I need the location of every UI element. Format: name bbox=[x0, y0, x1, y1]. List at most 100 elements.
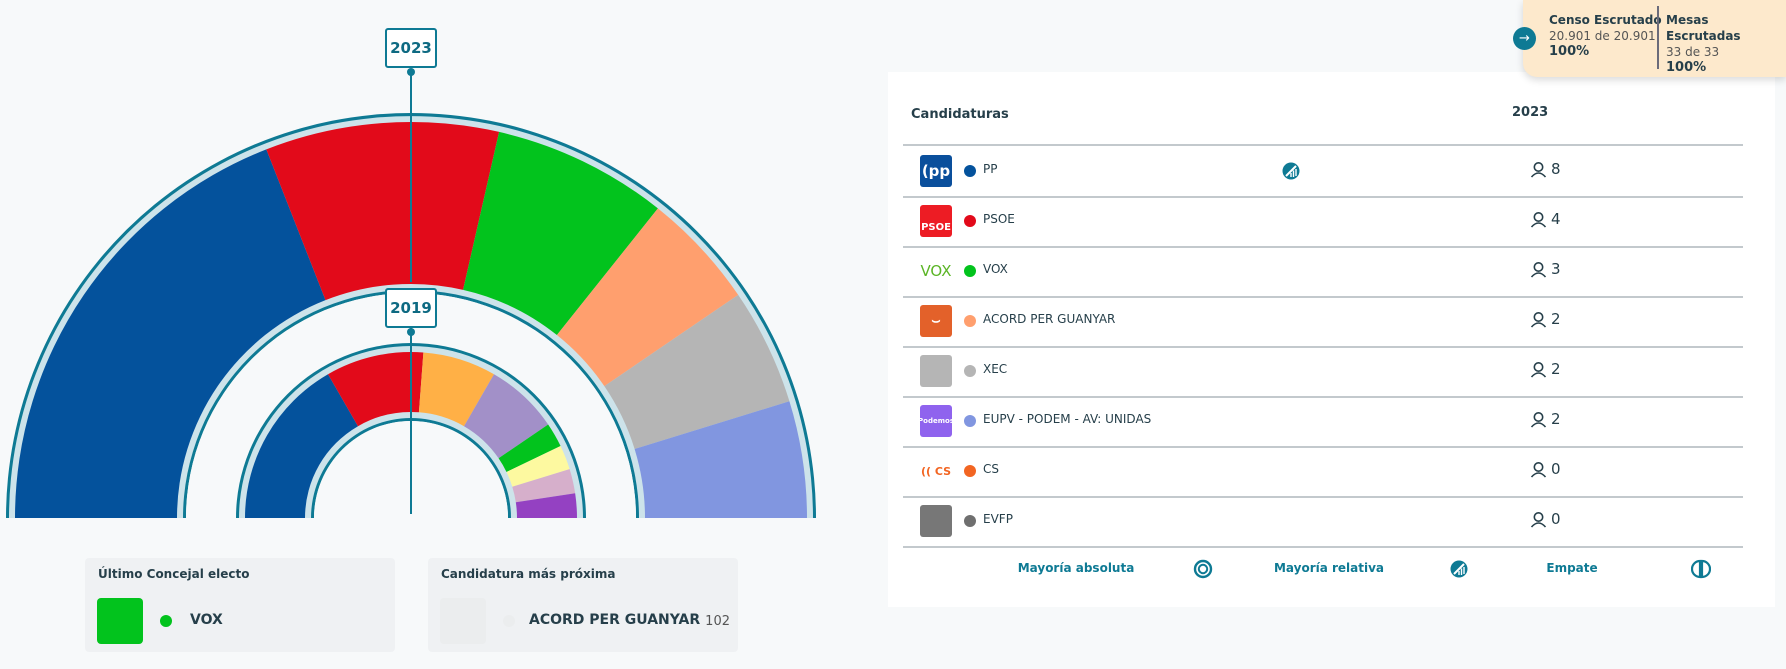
seats-count: 2 bbox=[1551, 360, 1561, 378]
relative-majority-icon bbox=[1282, 162, 1300, 180]
hemicycle-2023-segment[interactable] bbox=[15, 149, 326, 518]
party-name: CS bbox=[983, 462, 999, 476]
hemicycle-2023-segment[interactable] bbox=[634, 401, 807, 518]
person-icon bbox=[1530, 512, 1547, 528]
header-candidaturas: Candidaturas bbox=[911, 107, 1009, 122]
table-row[interactable]: EVFP 0 bbox=[903, 496, 1743, 546]
table-row[interactable]: ⌣ ACORD PER GUANYAR 2 bbox=[903, 296, 1743, 346]
hemicycle-2019-segment[interactable] bbox=[418, 352, 494, 427]
hemicycle-2019-segment[interactable] bbox=[245, 374, 358, 518]
closest-logo bbox=[440, 598, 486, 644]
legend-absolute-majority: Mayoría absoluta bbox=[1017, 561, 1135, 575]
year-label-2023: 2023 bbox=[385, 28, 437, 68]
closest-candidate-card: Candidatura más próxima ACORD PER GUANYA… bbox=[428, 558, 738, 652]
party-logo: Podemos bbox=[918, 405, 954, 437]
censo-percent: 100% bbox=[1549, 44, 1590, 59]
scrutiny-panel: Censo Escrutado 20.901 de 20.901 100% Me… bbox=[1523, 0, 1786, 77]
seats-count: 0 bbox=[1551, 460, 1561, 478]
party-color-dot bbox=[964, 265, 976, 277]
last-elected-dot bbox=[160, 615, 172, 627]
last-elected-party: VOX bbox=[190, 612, 223, 628]
mesas-percent: 100% bbox=[1666, 60, 1707, 75]
party-name: EVFP bbox=[983, 512, 1013, 526]
pointer-dot bbox=[407, 328, 415, 336]
header-divider bbox=[903, 144, 1743, 146]
party-logo: ⌣ bbox=[920, 305, 952, 337]
hemicycle-2023-segment[interactable] bbox=[556, 208, 739, 387]
table-row[interactable]: (( CS CS 0 bbox=[903, 446, 1743, 496]
hemicycle-2019-segment[interactable] bbox=[464, 374, 549, 459]
seats-count: 2 bbox=[1551, 310, 1561, 328]
party-color-dot bbox=[964, 465, 976, 477]
censo-value: 20.901 de 20.901 bbox=[1549, 29, 1656, 43]
seats-count: 4 bbox=[1551, 210, 1561, 228]
table-row[interactable]: Podemos EUPV - PODEM - AV: UNIDAS 2 bbox=[903, 396, 1743, 446]
last-elected-logo bbox=[97, 598, 143, 644]
party-color-dot bbox=[964, 365, 976, 377]
table-row[interactable]: PSOE PSOE 4 bbox=[903, 196, 1743, 246]
row-divider bbox=[903, 296, 1743, 298]
hemicycle-2019-segment[interactable] bbox=[328, 352, 424, 427]
party-name: ACORD PER GUANYAR bbox=[983, 312, 1116, 326]
seats-count: 8 bbox=[1551, 160, 1561, 178]
hemicycle-2023-segment[interactable] bbox=[266, 122, 500, 301]
table-row[interactable]: (pp PP 8 bbox=[903, 146, 1743, 196]
person-icon bbox=[1530, 362, 1547, 378]
legend-relative-majority: Mayoría relativa bbox=[1273, 561, 1385, 575]
table-row[interactable]: XEC 2 bbox=[903, 346, 1743, 396]
party-name: XEC bbox=[983, 362, 1008, 376]
censo-title: Censo Escrutado bbox=[1549, 13, 1662, 27]
party-name: PP bbox=[983, 162, 998, 176]
row-divider bbox=[903, 346, 1743, 348]
party-logo: (( CS bbox=[920, 455, 952, 487]
tie-icon bbox=[1691, 559, 1711, 579]
hemicycle-2019-segment[interactable] bbox=[498, 424, 561, 473]
absolute-majority-icon bbox=[1193, 559, 1213, 579]
row-divider bbox=[903, 246, 1743, 248]
closest-party: ACORD PER GUANYAR bbox=[529, 612, 701, 628]
party-logo: PSOE bbox=[920, 205, 952, 237]
party-name: EUPV - PODEM - AV: UNIDAS bbox=[983, 412, 1152, 426]
closest-title: Candidatura más próxima bbox=[441, 567, 616, 581]
party-color-dot bbox=[964, 315, 976, 327]
row-divider bbox=[903, 396, 1743, 398]
censo-column: Censo Escrutado 20.901 de 20.901 100% bbox=[1549, 12, 1662, 60]
party-logo bbox=[920, 505, 952, 537]
seats-count: 3 bbox=[1551, 260, 1561, 278]
year-label-2019: 2019 bbox=[385, 288, 437, 328]
party-color-dot bbox=[964, 415, 976, 427]
mesas-column: Mesas Escrutadas 33 de 33 100% bbox=[1666, 12, 1786, 76]
party-logo bbox=[920, 355, 952, 387]
seats-count: 2 bbox=[1551, 410, 1561, 428]
scrutiny-divider bbox=[1657, 6, 1659, 69]
last-elected-title: Último Concejal electo bbox=[98, 567, 250, 581]
closest-dot bbox=[503, 615, 515, 627]
closest-votes: 102 bbox=[705, 614, 730, 629]
row-divider bbox=[903, 196, 1743, 198]
person-icon bbox=[1530, 212, 1547, 228]
party-color-dot bbox=[964, 215, 976, 227]
hemicycle-2019-segment[interactable] bbox=[515, 493, 577, 518]
table-row[interactable]: VOX VOX 3 bbox=[903, 246, 1743, 296]
hemicycle-chart bbox=[6, 68, 816, 518]
pointer-dot bbox=[407, 68, 415, 76]
person-icon bbox=[1530, 162, 1547, 178]
party-logo: (pp bbox=[920, 155, 952, 187]
hemicycle-2023-segment[interactable] bbox=[463, 131, 658, 336]
relative-majority-icon bbox=[1450, 560, 1468, 578]
results-table: Candidaturas 2023 (pp PP 8 PSOE PSOE 4 VOX VOX 3… bbox=[888, 72, 1775, 607]
party-name: PSOE bbox=[983, 212, 1015, 226]
party-color-dot bbox=[964, 165, 976, 177]
arrow-right-icon: → bbox=[1519, 31, 1530, 46]
mesas-title: Mesas Escrutadas bbox=[1666, 13, 1741, 43]
hemicycle-2019-segment[interactable] bbox=[512, 469, 576, 503]
party-name: VOX bbox=[983, 262, 1008, 276]
person-icon bbox=[1530, 312, 1547, 328]
person-icon bbox=[1530, 462, 1547, 478]
row-divider bbox=[903, 496, 1743, 498]
header-year: 2023 bbox=[1512, 105, 1549, 120]
hemicycle-2023-segment[interactable] bbox=[604, 294, 790, 450]
party-color-dot bbox=[964, 515, 976, 527]
hemicycle-2019-segment[interactable] bbox=[506, 445, 570, 487]
toggle-scrutiny-button[interactable]: → bbox=[1513, 27, 1536, 50]
